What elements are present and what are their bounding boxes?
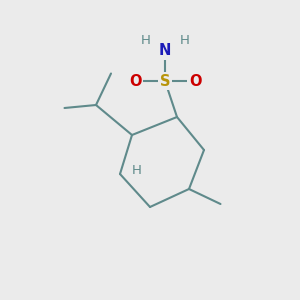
Text: O: O <box>129 74 141 88</box>
Text: H: H <box>132 164 141 178</box>
Text: N: N <box>159 44 171 59</box>
Text: H: H <box>180 34 189 47</box>
Text: S: S <box>160 74 170 88</box>
Text: O: O <box>189 74 201 88</box>
Text: H: H <box>141 34 150 47</box>
